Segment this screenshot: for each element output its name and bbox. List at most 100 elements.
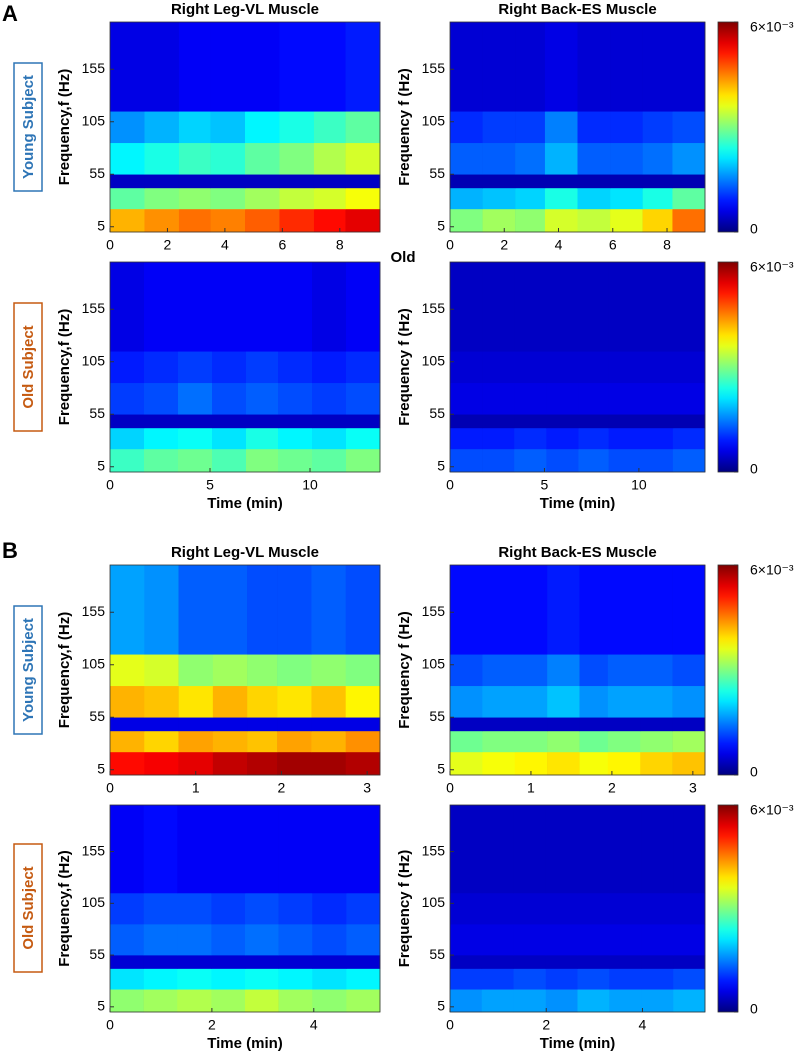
y-axis-label: Frequency f (Hz) bbox=[396, 68, 413, 186]
heatmap-cell bbox=[110, 730, 145, 753]
heatmap-cell bbox=[178, 187, 211, 210]
x-tick-label: 5 bbox=[206, 477, 214, 493]
heatmap-cell bbox=[482, 685, 516, 718]
heatmap-cell bbox=[450, 208, 483, 233]
x-tick-label: 6 bbox=[609, 237, 617, 253]
y-tick-label: 105 bbox=[82, 112, 106, 128]
heatmap-cell bbox=[672, 654, 706, 687]
y-tick-label: 55 bbox=[429, 708, 445, 724]
heatmap-cell bbox=[578, 351, 609, 384]
panel-title: Right Leg-VL Muscle bbox=[171, 544, 319, 561]
heatmap-cell bbox=[450, 174, 483, 189]
heatmap-cell bbox=[210, 174, 246, 189]
x-tick-label: 4 bbox=[639, 1017, 647, 1033]
x-tick-label: 0 bbox=[106, 1017, 114, 1033]
heatmap-cell bbox=[313, 142, 346, 175]
heatmap-cell bbox=[144, 142, 180, 175]
heatmap-cell bbox=[482, 414, 515, 429]
y-tick-label: 155 bbox=[422, 603, 446, 619]
heatmap-cell bbox=[547, 751, 580, 776]
heatmap-cell bbox=[672, 262, 706, 352]
heatmap-cell bbox=[313, 187, 346, 210]
row-label-box bbox=[13, 302, 43, 432]
heatmap-cell bbox=[640, 565, 673, 655]
heatmap-cell bbox=[110, 805, 144, 894]
heatmap-cell bbox=[110, 989, 144, 1013]
heatmap-cell bbox=[607, 654, 641, 687]
y-tick-label: 155 bbox=[82, 603, 106, 619]
colorbar bbox=[717, 564, 739, 776]
heatmap-cell bbox=[642, 111, 673, 144]
heatmap-cell bbox=[246, 262, 279, 352]
y-tick-label: 155 bbox=[422, 842, 446, 858]
heatmap-cell bbox=[178, 111, 211, 144]
panel-title: Right Back-ES Muscle bbox=[498, 544, 656, 561]
heatmap-cell bbox=[642, 208, 673, 233]
colorbar bbox=[717, 21, 739, 233]
x-tick-label: 1 bbox=[192, 780, 200, 796]
heatmap-cell bbox=[546, 351, 579, 384]
heatmap-cell bbox=[144, 382, 179, 415]
heatmap-cell bbox=[345, 654, 381, 687]
heatmap-cell bbox=[547, 654, 580, 687]
heatmap-cell bbox=[245, 22, 280, 112]
heatmap-cell bbox=[144, 111, 180, 144]
heatmap-cell bbox=[279, 187, 315, 210]
heatmap-cell bbox=[177, 924, 212, 956]
y-axis-label: Frequency,f (Hz) bbox=[56, 309, 73, 425]
heatmap-cell bbox=[482, 427, 515, 450]
plot-frame bbox=[449, 804, 706, 1013]
colorbar-tick-label: 6×10⁻³ bbox=[750, 802, 794, 818]
heatmap-cell bbox=[450, 968, 483, 990]
heatmap-cell bbox=[311, 565, 347, 655]
heatmap-cell bbox=[312, 968, 347, 990]
y-tick-label: 5 bbox=[97, 457, 105, 473]
heatmap-cell bbox=[345, 208, 381, 233]
x-tick-label: 0 bbox=[446, 237, 454, 253]
heatmap-cell bbox=[210, 111, 246, 144]
heatmap-cell bbox=[346, 968, 381, 990]
heatmap-cell bbox=[110, 414, 145, 429]
heatmap-cell bbox=[211, 955, 246, 969]
heatmap-cell bbox=[450, 414, 483, 429]
heatmap-cell bbox=[609, 805, 642, 894]
heatmap-cell bbox=[640, 654, 673, 687]
heatmap-cell bbox=[143, 968, 178, 990]
heatmap-cell bbox=[482, 654, 516, 687]
row-label-text: Young Subject bbox=[20, 75, 37, 179]
heatmap-cell bbox=[578, 427, 609, 450]
heatmap-cell bbox=[481, 892, 514, 925]
heatmap-cell bbox=[450, 924, 483, 956]
heatmap-cell bbox=[579, 685, 609, 718]
colorbar-tick-label: 0 bbox=[750, 461, 758, 477]
x-tick-label: 0 bbox=[106, 477, 114, 493]
heatmap-cell bbox=[450, 448, 483, 473]
heatmap-cell bbox=[178, 351, 213, 384]
heatmap-cell bbox=[278, 924, 313, 956]
heatmap-cell bbox=[545, 892, 578, 925]
heatmap-cell bbox=[277, 685, 312, 718]
heatmap-cell bbox=[545, 968, 578, 990]
heatmap-cell bbox=[278, 427, 313, 450]
heatmap-cell bbox=[247, 717, 278, 732]
heatmap-cell bbox=[450, 751, 483, 776]
heatmap-cell bbox=[312, 427, 347, 450]
row-label-box bbox=[13, 62, 43, 192]
heatmap-cell bbox=[672, 717, 706, 732]
heatmap-cell bbox=[212, 654, 248, 687]
heatmap-cell bbox=[515, 111, 546, 144]
y-tick-label: 55 bbox=[429, 946, 445, 962]
heatmap-cell bbox=[608, 262, 642, 352]
heatmap-cell bbox=[514, 351, 547, 384]
heatmap-cell bbox=[610, 174, 643, 189]
heatmap-cell bbox=[641, 989, 674, 1013]
heatmap-cell bbox=[144, 187, 180, 210]
x-tick-label: 2 bbox=[500, 237, 508, 253]
heatmap-cell bbox=[278, 955, 313, 969]
colorbar-tick-label: 6×10⁻³ bbox=[750, 562, 794, 578]
heatmap-cell bbox=[481, 805, 514, 894]
plot-frame bbox=[109, 564, 381, 776]
heatmap-cell bbox=[211, 968, 246, 990]
heatmap-cell bbox=[110, 22, 145, 112]
heatmap-cell bbox=[450, 427, 483, 450]
